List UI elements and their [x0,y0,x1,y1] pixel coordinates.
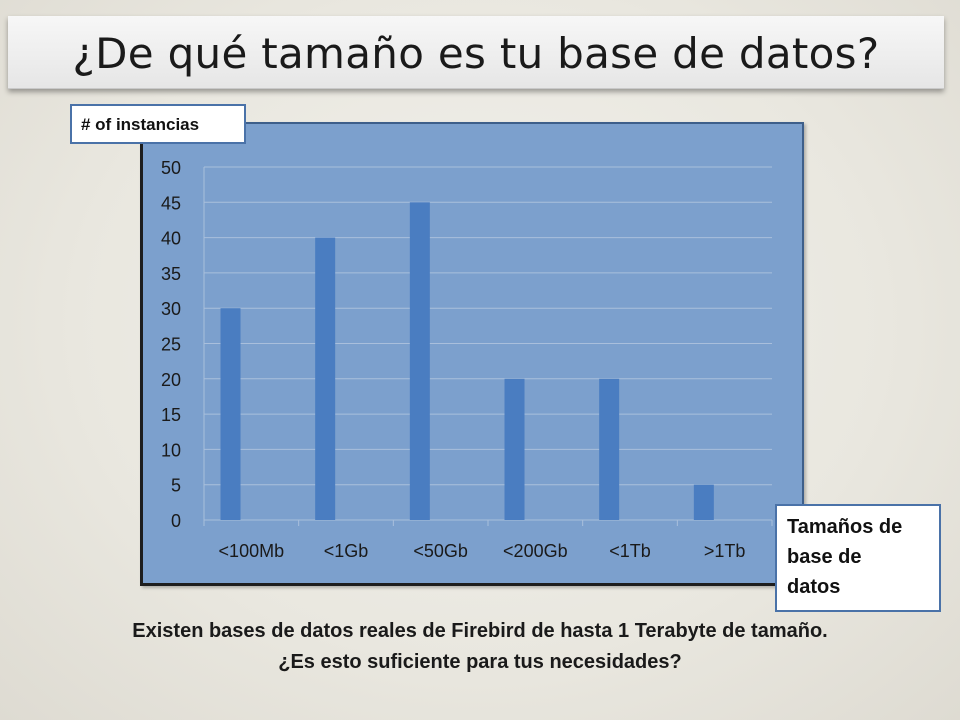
x-tick-label: <200Gb [503,541,568,561]
y-axis-title: # of instancias [70,104,246,144]
x-tick-label: <1Gb [324,541,369,561]
x-axis-title-line: datos [787,576,841,598]
slide-title: ¿De qué tamaño es tu base de datos? [72,29,880,78]
y-tick-label: 20 [161,370,181,390]
x-tick-label: <50Gb [413,541,468,561]
y-tick-label: 50 [161,158,181,178]
title-bar: ¿De qué tamaño es tu base de datos? [8,16,944,89]
y-axis-title-text: # of instancias [81,115,200,134]
x-tick-label: >1Tb [704,541,746,561]
x-tick-label: <100Mb [219,541,285,561]
bar [220,308,241,520]
y-tick-label: 25 [161,335,181,355]
bar [599,378,620,520]
y-tick-label: 15 [161,405,181,425]
bar [504,378,525,520]
y-tick-label: 0 [171,511,181,531]
y-tick-label: 5 [171,476,181,496]
bar [315,237,336,520]
bar-chart: 0 5 10 15 20 25 30 35 40 45 50 <100Mb <1Gb <50Gb <200G… [161,158,773,561]
caption-line-2: ¿Es esto suficiente para tus necesidades… [278,651,682,673]
x-axis-title-line: Tamaños de [787,516,903,538]
chart-area [140,122,804,586]
y-tick-label: 45 [161,193,181,213]
x-axis-title: Tamaños de base de datos [775,504,941,612]
y-tick-label: 10 [161,440,181,460]
caption-line-1: Existen bases de datos reales de Firebir… [132,620,828,642]
x-tick-label: <1Tb [609,541,651,561]
y-tick-label: 35 [161,264,181,284]
bar [409,202,430,521]
x-axis-title-line: base de [787,546,862,568]
y-tick-label: 30 [161,299,181,319]
y-tick-label: 40 [161,229,181,249]
bar [693,484,714,520]
